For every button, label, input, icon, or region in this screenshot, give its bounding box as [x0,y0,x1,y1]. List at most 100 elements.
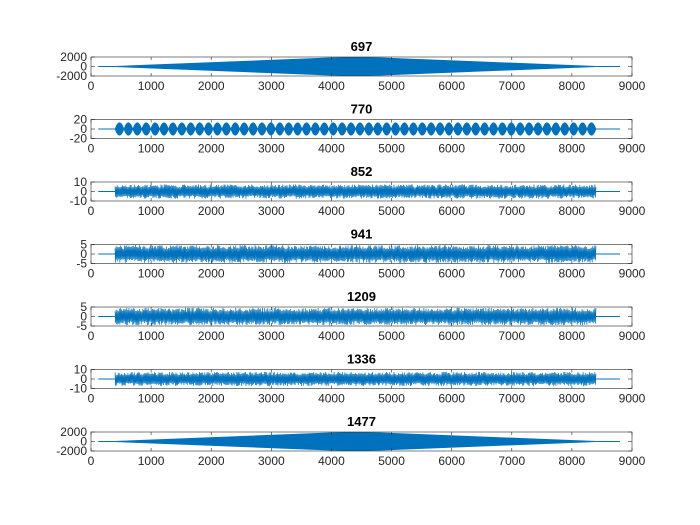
x-tick-label: 9000 [619,204,646,218]
x-tick-label: 3000 [258,204,285,218]
x-tick-label: 4000 [318,267,345,281]
y-tick-label: 0 [80,60,87,74]
x-tick-label: 3000 [258,267,285,281]
x-tick-label: 1000 [138,392,165,406]
x-tick-label: 3000 [258,142,285,156]
x-tick-label: 5000 [378,204,405,218]
subplot-770: 770 0 1000 2000 3000 4000 5000 6000 7000 8000 9000… [70,102,646,156]
x-tick-label: 3000 [258,454,285,468]
x-tick-label: 6000 [438,392,465,406]
x-tick-label: 9000 [619,329,646,343]
signal-series [98,432,620,451]
subplot-1336: 1336 0 1000 2000 3000 4000 5000 6000 7000 8000 900… [70,352,646,406]
x-tick-label: 9000 [619,142,646,156]
subplot-title: 1336 [347,352,376,367]
signal-series [98,184,620,199]
x-tick-label: 5000 [378,329,405,343]
subplot-title: 1209 [347,289,376,304]
signal-oscillation [114,371,597,387]
y-tick-label: 0 [80,372,87,386]
x-tick-label: 5000 [378,392,405,406]
signal-envelope [115,57,596,76]
x-tick-label: 2000 [198,454,225,468]
x-tick-label: 8000 [559,392,586,406]
x-tick-label: 3000 [258,79,285,93]
x-tick-label: 8000 [559,329,586,343]
x-tick-label: 4000 [318,142,345,156]
x-tick-label: 4000 [318,204,345,218]
x-tick-label: 8000 [559,142,586,156]
x-tick-label: 6000 [438,142,465,156]
x-tick-label: 7000 [498,454,525,468]
x-tick-label: 2000 [198,204,225,218]
x-tick-label: 7000 [498,142,525,156]
x-tick-label: 2000 [198,79,225,93]
x-tick-label: 2000 [198,329,225,343]
y-tick-label: -5 [76,257,87,271]
x-tick-label: 8000 [559,454,586,468]
x-tick-label: 2000 [198,267,225,281]
subplot-941: 941 0 1000 2000 3000 4000 5000 6000 7000 8000 9000… [76,227,645,281]
x-tick-label: 8000 [559,267,586,281]
signal-series [98,371,620,387]
x-tick-label: 5000 [378,267,405,281]
x-tick-label: 7000 [498,204,525,218]
subplot-697: 697 0 1000 2000 3000 4000 5000 6000 7000 8000 9000… [56,39,645,93]
subplot-title: 697 [351,39,373,54]
x-tick-label: 9000 [619,79,646,93]
y-tick-label: 2000 [60,50,87,64]
signal-oscillation [114,307,597,326]
x-tick-label: 1000 [138,79,165,93]
x-tick-label: 6000 [438,454,465,468]
x-tick-label: 5000 [378,454,405,468]
signal-series [98,122,620,136]
subplot-title: 770 [351,102,373,117]
x-tick-label: 5000 [378,142,405,156]
subplot-1209: 1209 0 1000 2000 3000 4000 5000 6000 7000 8000 900… [76,289,645,343]
x-tick-label: 1000 [138,142,165,156]
x-tick-label: 3000 [258,392,285,406]
y-tick-label: 5 [80,300,87,314]
x-tick-label: 6000 [438,204,465,218]
x-tick-label: 9000 [619,454,646,468]
signal-series [98,57,620,76]
x-tick-label: 0 [88,392,95,406]
y-tick-label: 0 [80,435,87,449]
x-tick-label: 0 [88,79,95,93]
subplot-title: 1477 [347,414,376,429]
x-tick-label: 7000 [498,329,525,343]
x-tick-label: 7000 [498,79,525,93]
x-tick-label: 7000 [498,392,525,406]
x-tick-label: 0 [88,267,95,281]
x-tick-label: 8000 [559,204,586,218]
x-tick-label: 1000 [138,204,165,218]
x-tick-label: 4000 [318,392,345,406]
signal-beats [114,122,597,136]
x-tick-label: 3000 [258,329,285,343]
y-tick-label: -2000 [56,69,87,83]
x-tick-label: 6000 [438,267,465,281]
y-tick-label: 0 [80,122,87,136]
x-tick-label: 2000 [198,392,225,406]
x-tick-label: 7000 [498,267,525,281]
x-tick-label: 9000 [619,267,646,281]
x-tick-label: 8000 [559,79,586,93]
x-tick-label: 9000 [619,392,646,406]
y-tick-label: 0 [80,310,87,324]
y-tick-label: -2000 [56,444,87,458]
y-tick-label: 0 [80,247,87,261]
subplot-1477: 1477 0 1000 2000 3000 4000 5000 6000 7000 8000 900… [56,414,645,468]
x-tick-label: 5000 [378,79,405,93]
subplot-title: 941 [351,227,373,242]
x-tick-label: 0 [88,454,95,468]
x-tick-label: 0 [88,142,95,156]
x-tick-label: 0 [88,204,95,218]
y-tick-label: 2000 [60,425,87,439]
x-tick-label: 6000 [438,329,465,343]
y-tick-label: -5 [76,319,87,333]
y-tick-label: -10 [70,194,88,208]
signal-series [98,307,620,326]
x-tick-label: 1000 [138,329,165,343]
subplot-852: 852 0 1000 2000 3000 4000 5000 6000 7000 8000 9000… [70,164,646,218]
